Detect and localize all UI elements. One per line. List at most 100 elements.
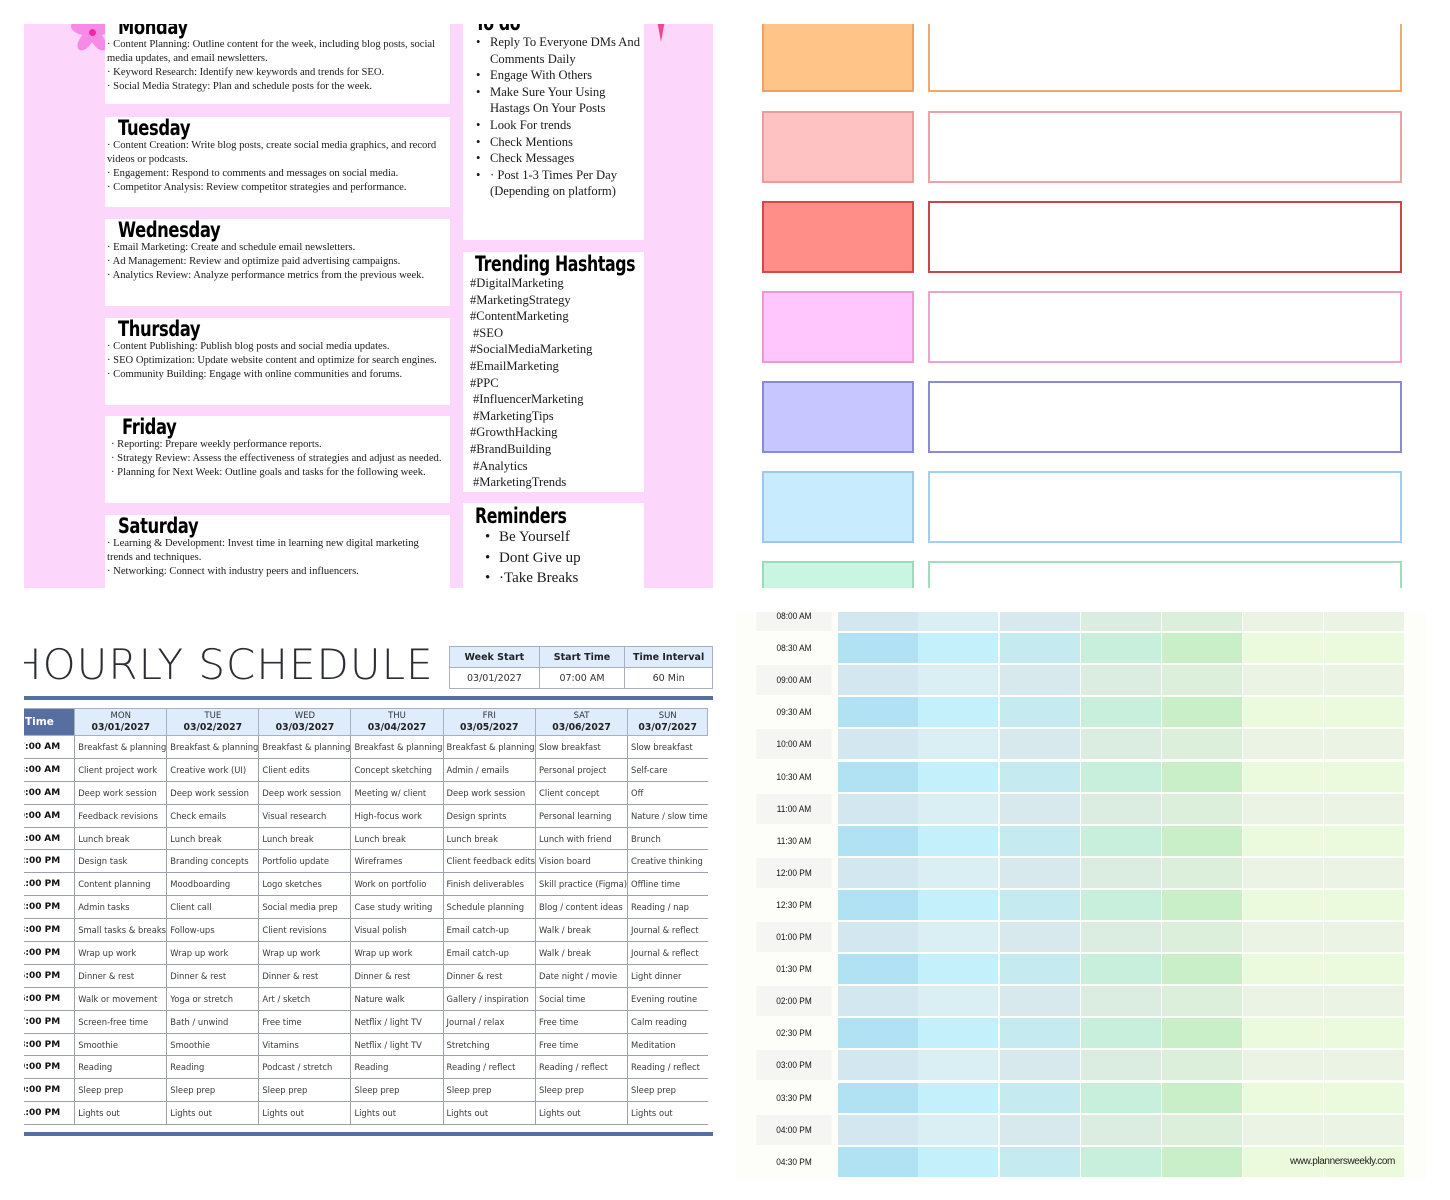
- time-slot-cell[interactable]: [1000, 633, 1080, 664]
- schedule-cell[interactable]: Reading / reflect: [627, 1055, 708, 1080]
- schedule-cell[interactable]: Work on portfolio: [350, 872, 444, 897]
- time-slot-cell[interactable]: [1081, 1146, 1161, 1177]
- schedule-cell[interactable]: Skill practice (Figma): [535, 872, 628, 897]
- time-slot-cell[interactable]: [1324, 665, 1404, 696]
- color-input-box[interactable]: [928, 291, 1402, 363]
- time-slot-cell[interactable]: [1162, 986, 1242, 1017]
- time-slot-cell[interactable]: [1162, 954, 1242, 985]
- schedule-cell[interactable]: Sleep prep: [442, 1078, 536, 1103]
- time-slot-cell[interactable]: [918, 825, 998, 856]
- schedule-cell[interactable]: Moodboarding: [166, 872, 259, 897]
- schedule-cell[interactable]: Meeting w/ client: [350, 781, 444, 805]
- color-input-box[interactable]: [928, 381, 1402, 453]
- time-slot-cell[interactable]: [918, 1114, 998, 1145]
- time-slot-cell[interactable]: [838, 761, 918, 792]
- schedule-cell[interactable]: Feedback revisions: [74, 804, 167, 828]
- schedule-cell[interactable]: Nature walk: [350, 987, 444, 1011]
- time-slot-cell[interactable]: [838, 1146, 918, 1177]
- schedule-cell[interactable]: Branding concepts: [166, 849, 259, 874]
- schedule-cell[interactable]: Lights out: [74, 1101, 167, 1126]
- time-slot-cell[interactable]: [838, 729, 918, 760]
- schedule-cell[interactable]: Art / sketch: [258, 987, 351, 1011]
- time-slot-cell[interactable]: [1081, 665, 1161, 696]
- schedule-cell[interactable]: Client concept: [535, 781, 628, 805]
- schedule-cell[interactable]: Walk / break: [535, 918, 628, 943]
- time-slot-cell[interactable]: [1243, 922, 1323, 952]
- time-slot-cell[interactable]: [1324, 1146, 1404, 1177]
- schedule-cell[interactable]: Free time: [535, 1010, 628, 1034]
- time-slot-cell[interactable]: [918, 665, 998, 696]
- time-slot-cell[interactable]: [1243, 633, 1323, 664]
- schedule-cell[interactable]: Self-care: [627, 758, 708, 782]
- time-slot-cell[interactable]: [1324, 729, 1404, 760]
- time-slot-cell[interactable]: [1081, 857, 1161, 888]
- time-slot-cell[interactable]: [1081, 1114, 1161, 1145]
- schedule-cell[interactable]: Visual polish: [350, 918, 444, 943]
- schedule-cell[interactable]: Journal / relax: [442, 1010, 536, 1034]
- time-slot-cell[interactable]: [1162, 857, 1242, 888]
- time-slot-cell[interactable]: [1162, 825, 1242, 856]
- time-slot-cell[interactable]: [1081, 697, 1161, 728]
- time-slot-cell[interactable]: [1324, 697, 1404, 728]
- schedule-cell[interactable]: Lunch break: [166, 827, 259, 851]
- schedule-cell[interactable]: Dinner & rest: [442, 964, 536, 988]
- schedule-cell[interactable]: Dinner & rest: [350, 964, 444, 988]
- time-slot-cell[interactable]: [1162, 633, 1242, 664]
- schedule-cell[interactable]: Reading: [74, 1055, 167, 1080]
- time-slot-cell[interactable]: [1243, 697, 1323, 728]
- schedule-cell[interactable]: Date night / movie: [535, 964, 628, 988]
- time-slot-cell[interactable]: [1243, 1018, 1323, 1049]
- schedule-cell[interactable]: Lights out: [627, 1101, 708, 1126]
- schedule-cell[interactable]: Admin tasks: [74, 895, 167, 920]
- schedule-cell[interactable]: Client feedback edits: [442, 849, 536, 874]
- time-slot-cell[interactable]: [1000, 697, 1080, 728]
- schedule-cell[interactable]: Design task: [74, 849, 167, 874]
- time-slot-cell[interactable]: [1243, 1114, 1323, 1145]
- time-slot-cell[interactable]: [838, 954, 918, 985]
- time-slot-cell[interactable]: [1162, 665, 1242, 696]
- schedule-cell[interactable]: Social time: [535, 987, 628, 1011]
- time-slot-cell[interactable]: [1081, 954, 1161, 985]
- time-slot-cell[interactable]: [1162, 697, 1242, 728]
- time-slot-cell[interactable]: [1243, 857, 1323, 888]
- time-slot-cell[interactable]: [1000, 1050, 1080, 1081]
- time-slot-cell[interactable]: [1000, 612, 1080, 631]
- schedule-cell[interactable]: Lights out: [535, 1101, 628, 1126]
- start-time-field[interactable]: 07:00 AM: [538, 667, 626, 689]
- time-slot-cell[interactable]: [1000, 986, 1080, 1017]
- time-slot-cell[interactable]: [1000, 665, 1080, 696]
- time-slot-cell[interactable]: [918, 1050, 998, 1081]
- time-interval-field[interactable]: 60 Min: [624, 667, 713, 689]
- time-slot-cell[interactable]: [1000, 825, 1080, 856]
- time-slot-cell[interactable]: [1243, 986, 1323, 1017]
- time-slot-cell[interactable]: [1324, 857, 1404, 888]
- time-slot-cell[interactable]: [918, 697, 998, 728]
- schedule-cell[interactable]: Lights out: [258, 1101, 351, 1126]
- schedule-cell[interactable]: Dinner & rest: [166, 964, 259, 988]
- time-slot-cell[interactable]: [1324, 1050, 1404, 1081]
- time-slot-cell[interactable]: [918, 986, 998, 1017]
- time-slot-cell[interactable]: [1162, 1146, 1242, 1177]
- schedule-cell[interactable]: Schedule planning: [442, 895, 536, 920]
- time-slot-cell[interactable]: [918, 857, 998, 888]
- time-slot-cell[interactable]: [1243, 954, 1323, 985]
- schedule-cell[interactable]: Admin / emails: [442, 758, 536, 782]
- schedule-cell[interactable]: Netflix / light TV: [350, 1010, 444, 1034]
- time-slot-cell[interactable]: [1081, 825, 1161, 856]
- schedule-cell[interactable]: Yoga or stretch: [166, 987, 259, 1011]
- time-slot-cell[interactable]: [1324, 761, 1404, 792]
- schedule-cell[interactable]: Finish deliverables: [442, 872, 536, 897]
- schedule-cell[interactable]: Sleep prep: [350, 1078, 444, 1103]
- time-slot-cell[interactable]: [838, 697, 918, 728]
- time-slot-cell[interactable]: [1324, 1114, 1404, 1145]
- schedule-cell[interactable]: Lunch with friend: [535, 827, 628, 851]
- time-slot-cell[interactable]: [1162, 1082, 1242, 1113]
- schedule-cell[interactable]: Personal learning: [535, 804, 628, 828]
- time-slot-cell[interactable]: [1000, 922, 1080, 952]
- time-slot-cell[interactable]: [1162, 1050, 1242, 1081]
- time-slot-cell[interactable]: [1000, 729, 1080, 760]
- schedule-cell[interactable]: Follow-ups: [166, 918, 259, 943]
- time-slot-cell[interactable]: [1324, 922, 1404, 952]
- time-slot-cell[interactable]: [1162, 889, 1242, 920]
- schedule-cell[interactable]: Case study writing: [350, 895, 444, 920]
